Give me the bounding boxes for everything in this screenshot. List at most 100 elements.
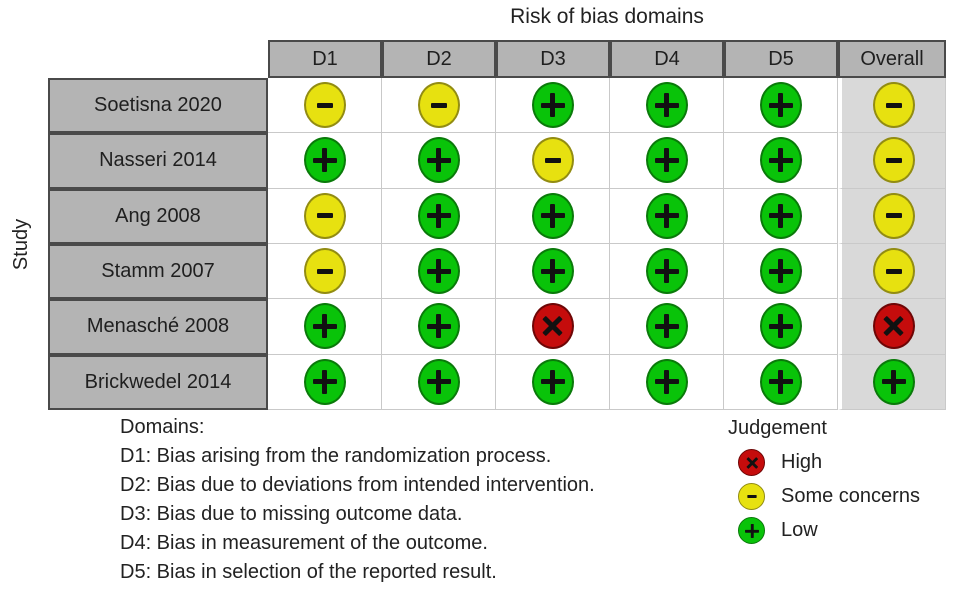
judgement-cell	[268, 133, 382, 189]
column-header-d3: D3	[496, 40, 610, 78]
judgement-dot-low	[759, 303, 802, 350]
judgement-dot-low	[531, 248, 574, 295]
minus-symbol-icon	[544, 157, 561, 163]
plus-symbol-icon	[312, 148, 337, 173]
minus-symbol-icon	[316, 102, 333, 108]
judgement-cell	[610, 299, 724, 355]
judgement-dot-low	[645, 82, 688, 129]
x-symbol-icon	[745, 456, 758, 470]
judgement-dot-some_concerns	[872, 82, 915, 129]
plus-symbol-icon	[768, 259, 793, 284]
column-header-d4: D4	[610, 40, 724, 78]
judgement-cell	[838, 78, 946, 134]
judgement-cell	[838, 354, 946, 410]
judgement-cell	[382, 188, 496, 244]
judgement-dot-low	[417, 137, 460, 184]
domains-heading: Domains:	[120, 416, 205, 438]
plus-symbol-icon	[654, 203, 679, 228]
plus-symbol-icon	[768, 148, 793, 173]
plus-symbol-icon	[426, 259, 451, 284]
legend-item-low: Low	[738, 517, 920, 544]
judgement-dot-some_concerns	[872, 192, 915, 239]
legend-item-high: High	[738, 449, 920, 476]
judgement-dot-low	[738, 517, 765, 544]
judgement-dot-low	[759, 248, 802, 295]
column-header-d2: D2	[382, 40, 496, 78]
judgement-dot-low	[645, 137, 688, 184]
plus-symbol-icon	[426, 369, 451, 394]
minus-symbol-icon	[316, 268, 333, 274]
y-axis-label-container: Study	[4, 78, 40, 410]
legend-item-some_concerns: Some concerns	[738, 483, 920, 510]
column-header-d5: D5	[724, 40, 838, 78]
legend-label: High	[781, 451, 823, 473]
judgement-dot-low	[872, 358, 915, 405]
judgement-cell	[268, 78, 382, 134]
domain-note-d1: D1: Bias arising from the randomization …	[120, 445, 552, 467]
judgement-cell	[838, 243, 946, 300]
judgement-dot-some_concerns	[531, 137, 574, 184]
minus-symbol-icon	[746, 495, 757, 498]
judgement-dot-low	[759, 192, 802, 239]
legend-label: Some concerns	[781, 485, 920, 507]
traffic-light-table: D1 D2 D3 D4 D5 Overall Soetisna 2020 Nasseri 20…	[48, 40, 946, 410]
judgement-legend: Judgement High Some concerns Low	[728, 415, 920, 551]
minus-symbol-icon	[430, 102, 447, 108]
judgement-cell	[382, 78, 496, 134]
judgement-dot-low	[303, 303, 346, 350]
judgement-cell	[724, 243, 838, 300]
plus-symbol-icon	[654, 314, 679, 339]
judgement-cell	[496, 78, 610, 134]
judgement-cell	[724, 133, 838, 189]
plus-symbol-icon	[768, 314, 793, 339]
judgement-dot-low	[645, 248, 688, 295]
judgement-cell	[268, 243, 382, 300]
x-symbol-icon	[883, 314, 905, 338]
judgement-cell	[268, 354, 382, 410]
plus-symbol-icon	[654, 93, 679, 118]
plus-symbol-icon	[426, 148, 451, 173]
judgement-cell	[382, 243, 496, 300]
judgement-dot-low	[531, 82, 574, 129]
plus-symbol-icon	[312, 314, 337, 339]
judgement-dot-low	[417, 358, 460, 405]
judgement-dot-some_concerns	[303, 82, 346, 129]
judgement-cell	[724, 354, 838, 410]
minus-symbol-icon	[885, 268, 902, 274]
minus-symbol-icon	[885, 213, 902, 219]
judgement-dot-some_concerns	[738, 483, 765, 510]
judgement-cell	[610, 78, 724, 134]
judgement-dot-some_concerns	[872, 248, 915, 295]
judgement-cell	[382, 133, 496, 189]
plus-symbol-icon	[768, 369, 793, 394]
judgement-dot-low	[645, 303, 688, 350]
judgement-dot-some_concerns	[872, 137, 915, 184]
plus-symbol-icon	[540, 259, 565, 284]
row-label: Stamm 2007	[48, 243, 268, 300]
judgement-dot-some_concerns	[417, 82, 460, 129]
row-label: Menasché 2008	[48, 299, 268, 355]
column-header-d1: D1	[268, 40, 382, 78]
chart-title: Risk of bias domains	[510, 5, 704, 28]
domains-footnotes: Domains: D1: Bias arising from the rando…	[120, 413, 595, 587]
judgement-cell	[724, 188, 838, 244]
y-axis-label: Study	[10, 218, 33, 270]
row-label: Nasseri 2014	[48, 133, 268, 189]
plus-symbol-icon	[540, 93, 565, 118]
plus-symbol-icon	[540, 203, 565, 228]
legend-label: Low	[781, 519, 818, 541]
domain-note-d4: D4: Bias in measurement of the outcome.	[120, 532, 488, 554]
judgement-cell	[610, 354, 724, 410]
row-label: Brickwedel 2014	[48, 354, 268, 410]
judgement-dot-low	[759, 358, 802, 405]
judgement-dot-some_concerns	[303, 192, 346, 239]
judgement-dot-high	[531, 303, 574, 350]
domain-note-d2: D2: Bias due to deviations from intended…	[120, 474, 595, 496]
plus-symbol-icon	[744, 523, 759, 538]
minus-symbol-icon	[316, 213, 333, 219]
judgement-cell	[838, 133, 946, 189]
judgement-dot-low	[645, 192, 688, 239]
minus-symbol-icon	[885, 157, 902, 163]
judgement-dot-some_concerns	[303, 248, 346, 295]
column-header-overall: Overall	[838, 40, 946, 78]
